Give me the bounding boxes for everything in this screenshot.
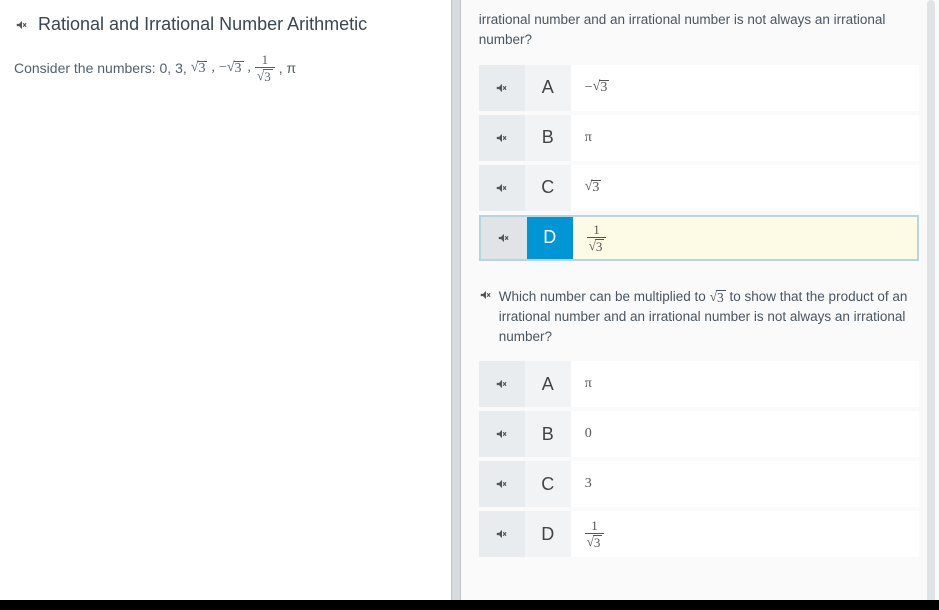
frac-1-over-sqrt3: 1 3 [255,53,275,83]
scrollbar[interactable] [927,0,935,610]
question-2-options: AπB0C3D13 [479,361,919,557]
question-1: irrational number and an irrational numb… [479,10,919,261]
option-value: π [571,361,919,407]
bottom-bar [0,600,939,610]
prompt-text: Consider the numbers: 0, 3, 3, −3, 1 3 ,… [14,53,433,83]
option-A[interactable]: Aπ [479,361,919,407]
audio-icon[interactable] [479,511,525,557]
question-2-text: Which number can be multiplied to 3 to s… [479,287,919,348]
prompt-prefix: Consider the numbers: 0, 3, [14,60,187,76]
neg-sqrt3: −3 [219,60,244,76]
option-C[interactable]: C3 [479,461,919,507]
option-D[interactable]: D13 [479,215,919,261]
option-value: 13 [573,217,917,259]
main-container: Rational and Irrational Number Arithmeti… [0,0,939,610]
option-letter: A [525,361,571,407]
option-value: 3 [571,461,919,507]
page-title-text: Rational and Irrational Number Arithmeti… [38,14,367,35]
question-1-options: A−3BπC3D13 [479,65,919,261]
option-A[interactable]: A−3 [479,65,919,111]
option-B[interactable]: B0 [479,411,919,457]
sqrt3: 3 [191,61,208,76]
option-letter: D [525,511,571,557]
audio-icon[interactable] [479,165,525,211]
audio-icon[interactable] [479,287,493,303]
option-value: 0 [571,411,919,457]
option-letter: C [525,165,571,211]
option-letter: B [525,411,571,457]
audio-icon[interactable] [479,411,525,457]
option-B[interactable]: Bπ [479,115,919,161]
left-pane: Rational and Irrational Number Arithmeti… [0,0,451,610]
q2-lead-prefix: Which number can be multiplied to [499,289,710,304]
option-value: π [571,115,919,161]
option-C[interactable]: C3 [479,165,919,211]
audio-icon[interactable] [479,361,525,407]
option-letter: C [525,461,571,507]
audio-icon[interactable] [14,17,30,33]
right-pane: irrational number and an irrational numb… [461,0,939,610]
page-title: Rational and Irrational Number Arithmeti… [14,14,433,35]
question-2: Which number can be multiplied to 3 to s… [479,287,919,558]
option-value: 3 [571,165,919,211]
option-letter: B [525,115,571,161]
pane-divider [451,0,461,610]
audio-icon[interactable] [479,65,525,111]
audio-icon[interactable] [479,115,525,161]
question-1-text: irrational number and an irrational numb… [479,10,919,51]
q2-sqrt3: 3 [710,290,726,305]
audio-icon[interactable] [479,461,525,507]
audio-icon[interactable] [481,217,527,259]
option-value: 13 [571,511,919,557]
option-letter: A [525,65,571,111]
prompt-suffix: , π [279,60,296,76]
option-D[interactable]: D13 [479,511,919,557]
option-letter: D [527,217,573,259]
option-value: −3 [571,65,919,111]
